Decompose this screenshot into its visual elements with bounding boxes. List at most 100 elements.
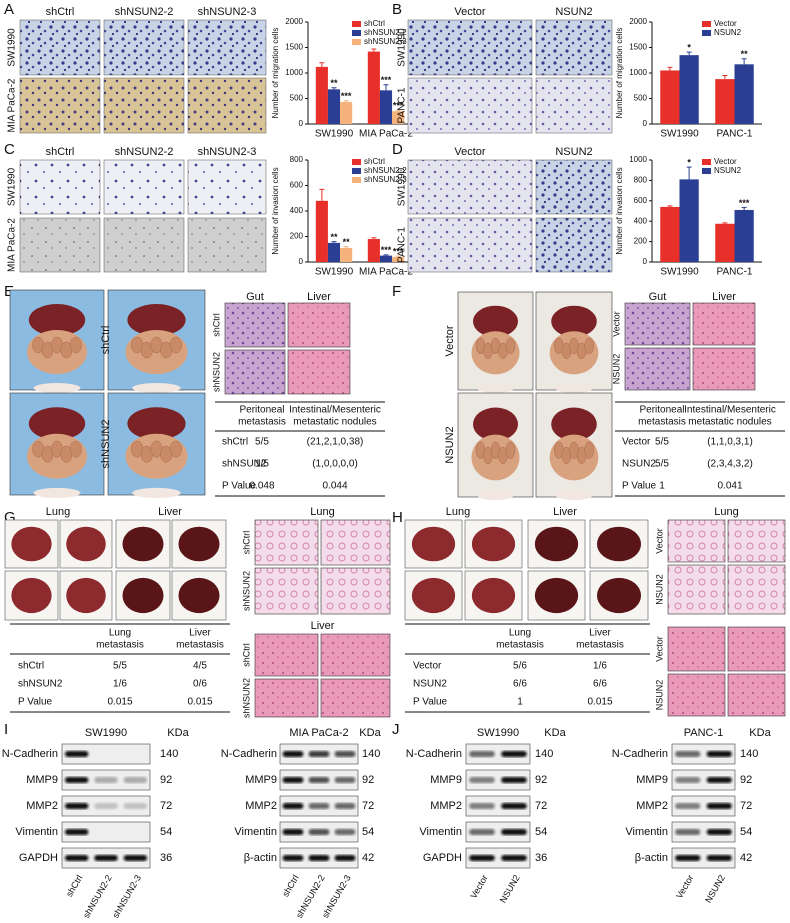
band — [675, 803, 701, 809]
column-label: Gut — [246, 291, 264, 303]
lane-label: shNSUN2-3 — [110, 873, 143, 920]
photo-organ — [66, 577, 106, 614]
table-cell: 0.041 — [717, 481, 742, 492]
photo-organ — [584, 337, 595, 354]
band — [94, 855, 118, 861]
significance: *** — [381, 245, 392, 255]
photo-organ — [127, 407, 186, 440]
photo-organ — [11, 577, 52, 614]
micrograph — [187, 77, 267, 134]
protein-label: Vimentin — [234, 826, 277, 838]
table-header: Liver — [189, 628, 211, 639]
legend-label: shCtrl — [364, 19, 385, 28]
error-bar — [319, 62, 325, 67]
protein-label: MMP2 — [26, 800, 58, 812]
panel-letter: H — [392, 509, 403, 526]
x-tick-label: SW1990 — [315, 267, 354, 278]
histology — [624, 302, 691, 346]
blot-strip — [671, 795, 736, 817]
unit: KDa — [167, 727, 189, 739]
histology — [667, 564, 726, 615]
unit: KDa — [544, 727, 566, 739]
band — [501, 751, 527, 757]
micrograph — [407, 217, 533, 273]
histology — [667, 673, 726, 717]
y-tick-label: 1000 — [629, 155, 647, 164]
blot-strip — [465, 795, 531, 817]
micrograph — [535, 77, 613, 134]
table-header: Liver — [589, 628, 611, 639]
legend-label: shNSUN2-3 — [364, 37, 407, 46]
photo-organ — [69, 440, 82, 458]
histology — [254, 567, 319, 615]
band — [469, 855, 495, 861]
panel-letter: F — [392, 283, 401, 300]
photo-organ — [471, 577, 516, 614]
micrograph — [407, 19, 533, 76]
table-cell: (1,0,0,0,0) — [312, 459, 358, 470]
column-label: Liver — [158, 506, 182, 518]
size-label: 72 — [362, 800, 374, 812]
column-label: Liver — [307, 291, 331, 303]
photo-organ — [127, 304, 186, 336]
band — [64, 829, 89, 835]
size-label: 72 — [160, 800, 172, 812]
table-cell: 1/6 — [593, 661, 607, 672]
column-label: Gut — [649, 291, 667, 303]
legend-swatch — [352, 177, 361, 183]
table-cell: 0.015 — [187, 697, 212, 708]
x-tick-label: SW1990 — [660, 129, 699, 140]
band — [334, 829, 356, 835]
x-tick-label: PANC-1 — [717, 267, 753, 278]
table-header: metastatic nodules — [293, 417, 376, 428]
legend-swatch — [352, 39, 361, 45]
row-label: SW1990 — [397, 167, 408, 206]
error-bar — [667, 66, 673, 71]
significance: * — [687, 42, 691, 52]
column-label: shNSUN2-3 — [198, 6, 257, 18]
histology — [254, 678, 319, 718]
table-header: metastasis — [96, 640, 144, 651]
error-bar — [722, 222, 728, 224]
photo-skin — [476, 383, 515, 393]
table-cell: 0.015 — [107, 697, 132, 708]
legend-label: shNSUN2-3 — [364, 175, 407, 184]
panel-letter: G — [4, 509, 16, 526]
band — [64, 751, 89, 757]
y-tick-label: 600 — [290, 181, 304, 190]
histology — [727, 626, 786, 672]
table-cell: 0.048 — [249, 481, 274, 492]
y-axis-label: Number of migration cells — [271, 28, 280, 119]
legend-label: NSUN2 — [714, 166, 742, 175]
y-tick-label: 200 — [634, 237, 648, 246]
size-label: 140 — [160, 748, 178, 760]
panel-letter: A — [4, 1, 14, 18]
histology-title: Lung — [714, 506, 738, 518]
micrograph — [407, 77, 533, 134]
table-cell: Vector — [622, 437, 651, 448]
histology — [727, 673, 786, 717]
column-label: shNSUN2-3 — [198, 146, 257, 158]
band — [308, 855, 330, 861]
table-cell: 1 — [659, 481, 665, 492]
band — [334, 855, 356, 861]
y-axis-label: Number of invasion cells — [615, 167, 624, 254]
band — [94, 803, 118, 809]
histology — [692, 347, 756, 391]
micrograph — [535, 217, 613, 273]
legend-swatch — [352, 168, 361, 174]
unit: KDa — [749, 727, 771, 739]
micrograph — [19, 19, 101, 76]
table-cell: (21,2,1,0,38) — [307, 437, 364, 448]
table-header: metastasis — [176, 640, 224, 651]
table-cell: 5/5 — [255, 437, 269, 448]
histology — [320, 567, 391, 615]
significance: *** — [739, 198, 750, 208]
row-label: shCtrl — [211, 313, 221, 337]
y-tick-label: 500 — [634, 94, 648, 103]
table-cell: 6/6 — [513, 679, 527, 690]
y-tick-label: 1500 — [285, 43, 303, 52]
band — [469, 803, 495, 809]
y-tick-label: 1500 — [629, 43, 647, 52]
row-label: shCtrl — [241, 643, 251, 667]
